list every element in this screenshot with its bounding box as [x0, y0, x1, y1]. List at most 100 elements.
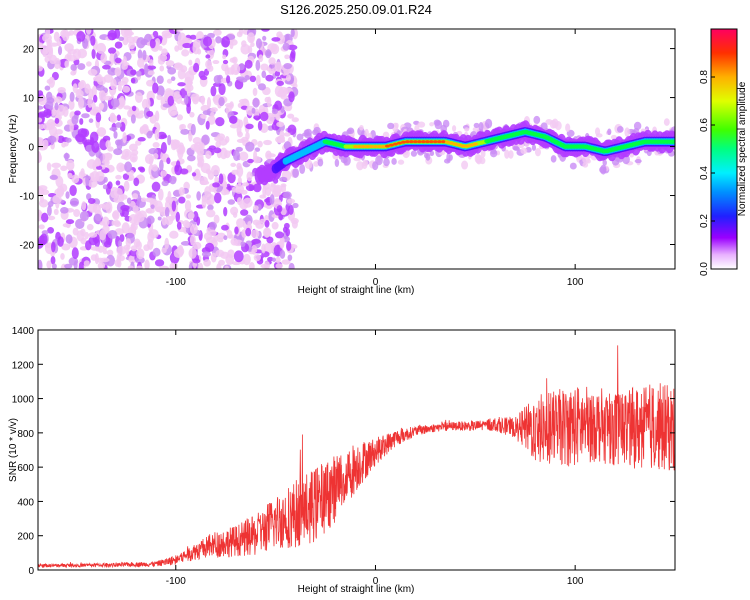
spectrogram-noise-blob	[261, 70, 267, 79]
spectrogram-noise-blob	[164, 237, 170, 250]
spectrogram-noise-blob	[227, 172, 236, 184]
spectrogram-side-blob	[383, 158, 390, 167]
spectrogram-noise-blob	[259, 111, 269, 122]
spectrogram-noise-blob	[168, 215, 175, 222]
spectrogram-side-blob	[534, 148, 541, 157]
spectrogram-noise-blob	[160, 141, 167, 154]
spectrogram-noise-blob	[53, 208, 59, 215]
spectrogram-side-blob	[362, 159, 369, 167]
spectrogram-noise-blob	[109, 114, 118, 123]
spectrogram-noise-blob	[116, 139, 123, 151]
colorbar-label: Normalized spectral amplitude	[737, 81, 748, 216]
spectrogram-noise-blob	[64, 152, 69, 162]
spectrogram-noise-blob	[113, 187, 123, 198]
spectrogram-noise-blob	[110, 98, 120, 108]
spectrogram-noise-blob	[189, 34, 197, 40]
spectrogram-noise-blob	[152, 82, 159, 94]
spectrogram-x-tick-label: 0	[373, 277, 379, 288]
spectrogram-side-blob	[474, 153, 482, 164]
spectrogram-noise-blob	[187, 154, 196, 162]
spectrogram-noise-blob	[274, 70, 281, 77]
spectrogram-noise-blob	[178, 196, 186, 204]
spectrogram-ridge-peak	[432, 140, 438, 144]
spectrogram-noise-blob	[178, 187, 185, 196]
spectrogram-noise-blob	[77, 97, 85, 109]
spectrogram-noise-blob	[287, 44, 298, 51]
spectrogram-noise-blob	[204, 186, 211, 198]
spectrogram-noise-blob	[132, 193, 139, 200]
spectrogram-noise-blob	[106, 254, 115, 267]
spectrogram-noise-blob	[283, 62, 292, 70]
spectrogram-noise-blob	[200, 95, 206, 106]
spectrogram-noise-blob	[112, 210, 120, 221]
spectrogram-noise-blob	[132, 205, 139, 214]
spectrogram-noise-blob	[252, 156, 261, 164]
spectrogram-noise-blob	[271, 37, 281, 42]
spectrogram-side-blob	[600, 164, 607, 175]
spectrogram-ridge-peak	[384, 144, 390, 148]
spectrogram-noise-blob	[198, 142, 205, 152]
spectrogram-noise-blob	[110, 78, 117, 91]
spectrogram-noise-blob	[196, 191, 201, 201]
spectrogram-ridge-peak	[392, 142, 398, 146]
spectrogram-noise-blob	[189, 224, 198, 235]
spectrogram-side-blob	[359, 125, 364, 131]
spectrogram-side-blob	[512, 145, 520, 151]
spectrogram-noise-blob	[242, 182, 250, 187]
spectrogram-side-blob	[296, 133, 304, 141]
spectrogram-noise-blob	[102, 249, 108, 255]
spectrogram-noise-blob	[72, 227, 79, 236]
spectrogram-noise-blob	[242, 253, 251, 266]
spectrogram-noise-blob	[196, 216, 201, 226]
spectrogram-ridge-peak	[376, 145, 382, 149]
spectrogram-noise-blob	[190, 143, 200, 151]
spectrogram-ridge-peak	[436, 140, 442, 144]
spectrogram-noise-blob	[174, 62, 183, 69]
spectrogram-noise-blob	[115, 174, 122, 180]
spectrogram-noise-blob	[48, 76, 56, 88]
spectrogram-noise-blob	[65, 234, 73, 244]
spectrogram-noise-blob	[115, 180, 121, 186]
spectrogram-noise-blob	[95, 171, 105, 182]
spectrogram-noise-blob	[234, 226, 239, 235]
snr-x-tick-label: 0	[373, 576, 379, 587]
spectrogram-noise-blob	[283, 132, 291, 137]
spectrogram-noise-blob	[245, 227, 252, 237]
spectrogram-noise-blob	[88, 235, 98, 246]
spectrogram-noise-blob	[156, 94, 162, 101]
spectrogram-noise-blob	[265, 49, 272, 59]
spectrogram-noise-blob	[186, 85, 191, 97]
spectrogram-noise-blob	[69, 197, 80, 207]
spectrogram-noise-blob	[85, 29, 92, 35]
spectrogram-noise-blob	[170, 76, 176, 82]
spectrogram-ridge-peak	[360, 145, 366, 149]
spectrogram-noise-blob	[38, 138, 45, 149]
spectrogram-noise-blob	[231, 56, 238, 64]
spectrogram-ridge-peak	[356, 145, 362, 149]
spectrogram-side-blob	[504, 149, 510, 159]
spectrogram-noise-blob	[279, 238, 285, 249]
spectrogram-noise-blob	[95, 76, 104, 83]
spectrogram-noise-blob	[38, 259, 43, 269]
spectrogram-noise-blob	[146, 208, 153, 214]
spectrogram-noise-blob	[288, 91, 295, 103]
spectrogram-noise-blob	[170, 110, 179, 115]
spectrogram-noise-blob	[247, 32, 256, 44]
snr-y-tick-label: 600	[17, 463, 34, 474]
spectrogram-noise-blob	[107, 29, 117, 41]
spectrogram-side-blob	[464, 127, 470, 132]
spectrogram-noise-blob	[130, 50, 136, 55]
spectrogram-side-blob	[347, 127, 355, 135]
spectrogram-noise-blob	[240, 209, 249, 216]
spectrogram-noise-blob	[181, 49, 190, 57]
spectrogram-noise-blob	[146, 215, 155, 225]
spectrogram-noise-blob	[152, 247, 161, 257]
spectrogram-ridge-peak	[456, 143, 462, 147]
spectrogram-x-tick-label: 100	[567, 277, 584, 288]
spectrogram-noise-blob	[182, 42, 193, 49]
spectrogram-noise-blob	[250, 42, 255, 48]
spectrogram-side-blob	[582, 162, 589, 168]
spectrogram-noise-blob	[91, 48, 96, 59]
spectrogram-noise-blob	[274, 85, 284, 97]
spectrogram-noise-blob	[261, 243, 266, 254]
